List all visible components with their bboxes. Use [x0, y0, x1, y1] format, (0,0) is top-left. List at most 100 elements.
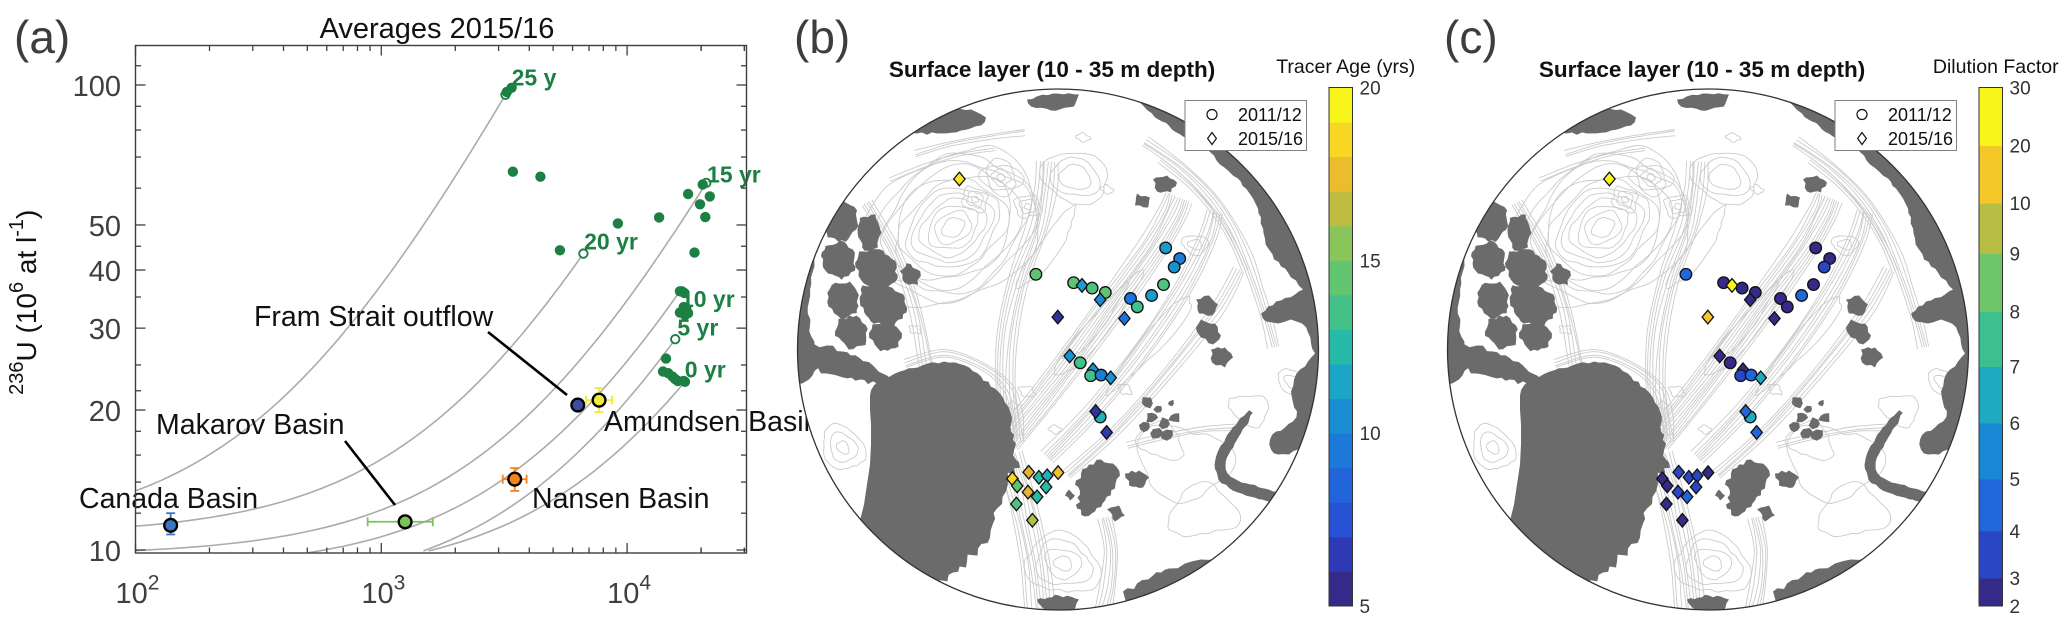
station-marker-circle[interactable]	[1774, 292, 1787, 305]
bathymetry-contour	[999, 161, 1044, 439]
station-marker-diamond[interactable]	[1093, 291, 1107, 308]
basin-average-marker[interactable]	[591, 392, 607, 408]
station-marker-diamond[interactable]	[1025, 512, 1039, 529]
station-marker-circle[interactable]	[1157, 278, 1170, 292]
station-marker-circle[interactable]	[1073, 356, 1087, 370]
station-marker-diamond[interactable]	[1104, 369, 1118, 386]
land-mass	[1509, 282, 1558, 326]
station-marker-circle[interactable]	[1679, 267, 1693, 281]
station-marker-circle[interactable]	[1130, 300, 1144, 314]
bathymetry-contour	[1702, 213, 1874, 464]
station-marker-diamond[interactable]	[1701, 309, 1715, 325]
station-average-dot	[704, 191, 715, 202]
station-marker-diamond[interactable]	[1021, 484, 1035, 500]
basin-average-marker[interactable]	[397, 514, 413, 530]
station-marker-diamond[interactable]	[1713, 348, 1727, 364]
station-marker-diamond[interactable]	[1089, 403, 1103, 420]
bathymetry-contour	[1700, 212, 1872, 462]
legend-circle-symbol	[1206, 108, 1218, 121]
bathymetry-contour	[1047, 211, 1215, 459]
station-marker-diamond[interactable]	[1010, 478, 1024, 494]
station-marker-diamond[interactable]	[1675, 512, 1689, 529]
station-marker-diamond[interactable]	[952, 171, 966, 187]
station-marker-circle[interactable]	[1723, 356, 1737, 370]
bathymetry-contour	[997, 160, 1041, 439]
station-marker-diamond[interactable]	[1009, 496, 1023, 512]
station-marker-diamond[interactable]	[1022, 464, 1036, 481]
land-mass	[1125, 470, 1149, 488]
basin-callout-line	[343, 440, 397, 506]
bathymetry-contour	[1785, 419, 1835, 461]
station-marker-diamond[interactable]	[1117, 310, 1131, 327]
station-marker-diamond[interactable]	[1680, 488, 1694, 505]
bathymetry-contour	[1577, 205, 1629, 249]
bathymetry-contour	[1786, 424, 1887, 504]
land-mass	[1158, 417, 1170, 430]
station-marker-circle[interactable]	[1817, 260, 1831, 274]
bathymetry-contour	[1047, 424, 1063, 435]
station-marker-diamond[interactable]	[1063, 348, 1077, 364]
basin-marker-group: Amundsen Basin	[585, 387, 819, 438]
station-marker-circle[interactable]	[1735, 281, 1749, 295]
land-mass	[1505, 249, 1548, 289]
station-marker-diamond[interactable]	[1075, 277, 1089, 294]
bathymetry-contour	[1555, 354, 1668, 442]
station-marker-diamond[interactable]	[1767, 310, 1781, 327]
bathymetry-contour	[1554, 351, 1671, 442]
basin-average-marker[interactable]	[163, 517, 179, 533]
station-marker-diamond[interactable]	[1743, 291, 1757, 308]
station-marker-diamond[interactable]	[1701, 464, 1715, 481]
station-marker-diamond[interactable]	[1030, 488, 1044, 505]
station-marker-diamond[interactable]	[1671, 484, 1685, 500]
station-marker-diamond[interactable]	[1602, 171, 1616, 187]
legend-label: 2011/12	[1888, 105, 1952, 125]
y-tick-label: 40	[89, 256, 121, 288]
station-marker-circle[interactable]	[1809, 241, 1823, 255]
colorbar-tick-label: 7	[2010, 357, 2021, 378]
land-mass	[1775, 470, 1799, 488]
station-marker-circle[interactable]	[1124, 292, 1137, 305]
bathymetry-contour	[1565, 130, 1675, 156]
basin-average-marker[interactable]	[570, 397, 586, 413]
bathymetry-contour	[1157, 161, 1243, 273]
bathymetry-contour	[1565, 135, 1676, 157]
bathymetry-contour	[1747, 518, 1758, 610]
station-marker-diamond[interactable]	[1672, 464, 1686, 481]
station-marker-diamond[interactable]	[1100, 424, 1114, 441]
bathymetry-contour	[1007, 198, 1182, 443]
bathymetry-contour	[1008, 161, 1053, 438]
legend-label: 2011/12	[1238, 105, 1302, 125]
basin-average-marker[interactable]	[507, 471, 523, 487]
station-marker-diamond[interactable]	[1039, 479, 1053, 495]
station-marker-circle[interactable]	[1807, 278, 1820, 292]
station-marker-diamond[interactable]	[1051, 464, 1065, 481]
land-mass	[1817, 399, 1824, 407]
x-tick-label: 102	[116, 572, 160, 611]
station-marker-circle[interactable]	[1744, 368, 1758, 382]
curve-age-label: 20 yr	[584, 228, 638, 254]
station-marker-diamond[interactable]	[1689, 479, 1703, 495]
station-marker-circle[interactable]	[1094, 368, 1108, 382]
station-marker-diamond[interactable]	[1754, 369, 1768, 386]
station-marker-diamond[interactable]	[1659, 496, 1673, 512]
station-marker-diamond[interactable]	[1725, 277, 1739, 294]
station-marker-diamond[interactable]	[1660, 478, 1674, 494]
station-marker-diamond[interactable]	[1739, 403, 1753, 420]
station-marker-diamond[interactable]	[1051, 309, 1065, 325]
station-marker-circle[interactable]	[1167, 260, 1181, 274]
bathymetry-contour	[835, 440, 850, 455]
station-marker-circle[interactable]	[1029, 267, 1043, 281]
station-marker-circle[interactable]	[1145, 289, 1159, 302]
bathymetry-contour	[1014, 200, 1188, 448]
station-marker-circle[interactable]	[1795, 289, 1809, 302]
station-marker-circle[interactable]	[1159, 241, 1173, 255]
curve-endpoint-marker	[670, 334, 681, 345]
colorbar-segment	[1329, 191, 1353, 227]
bathymetry-contour	[889, 147, 995, 179]
station-marker-circle[interactable]	[1085, 281, 1099, 295]
station-marker-circle[interactable]	[1780, 300, 1794, 314]
panel-a-title: Averages 2015/16	[320, 13, 555, 45]
station-marker-diamond[interactable]	[1750, 424, 1764, 441]
land-mass	[1519, 320, 1552, 352]
